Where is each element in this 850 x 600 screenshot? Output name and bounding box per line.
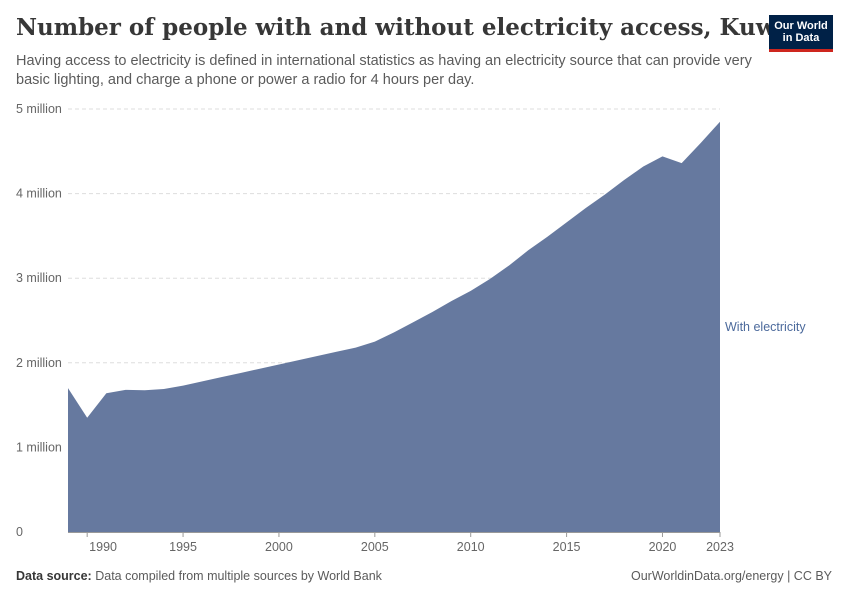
x-tick-label: 2000 (265, 540, 293, 554)
y-tick-label: 4 million (16, 187, 62, 201)
x-tick-label: 1990 (89, 540, 117, 554)
x-tick-label: 2010 (457, 540, 485, 554)
series-label-with-electricity[interactable]: With electricity (725, 320, 806, 334)
y-tick-label: 0 (16, 525, 23, 539)
x-tick-label: 2023 (706, 540, 734, 554)
area-with-electricity[interactable] (68, 121, 720, 532)
y-tick-label: 5 million (16, 102, 62, 116)
footer-url-license[interactable]: OurWorldinData.org/energy | CC BY (630, 569, 832, 583)
data-source-label: Data source: (16, 569, 92, 583)
area-series (68, 121, 720, 532)
y-tick-label: 2 million (16, 356, 62, 370)
data-source: Data source: Data compiled from multiple… (16, 569, 382, 583)
y-tick-label: 3 million (16, 271, 62, 285)
x-tick-label: 2015 (553, 540, 581, 554)
x-tick-label: 1995 (169, 540, 197, 554)
logo-line-2: in Data (782, 32, 820, 44)
y-tick-label: 1 million (16, 440, 62, 454)
chart-title: Number of people with and without electr… (16, 14, 810, 41)
x-tick-label: 2005 (361, 540, 389, 554)
chart-subtitle: Having access to electricity is defined … (16, 53, 752, 88)
axes: 0 1 million 2 million 3 million 4 million 5 m… (16, 102, 734, 554)
series-labels[interactable]: With electricity (725, 320, 806, 334)
data-source-text: Data compiled from multiple sources by W… (95, 569, 382, 583)
x-tick-label: 2020 (649, 540, 677, 554)
logo-line-1: Our World (774, 20, 828, 32)
owid-logo[interactable]: Our World in Data (769, 15, 833, 52)
